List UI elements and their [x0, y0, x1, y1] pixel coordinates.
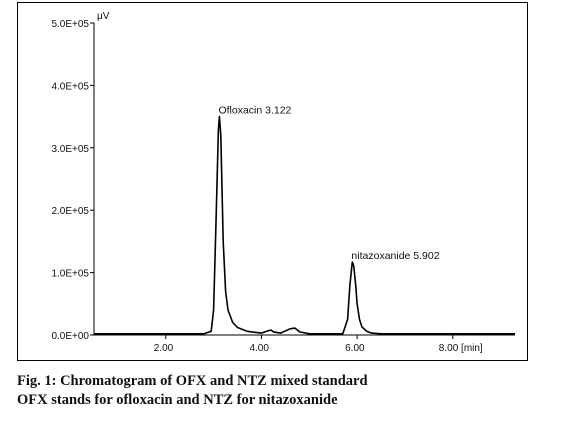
chromatogram-trace: [94, 115, 515, 335]
y-unit-label: μV: [97, 11, 110, 22]
peak-label: nitazoxanide 5.902: [351, 250, 439, 262]
y-tick-label: 2.0E+05: [51, 206, 89, 217]
chromatogram-chart: 0.0E+00 1.0E+05 2.0E+05 3.0E+05 4.0E+05 5.0E+…: [51, 11, 515, 354]
y-tick-label: 3.0E+05: [51, 144, 89, 155]
figure-frame: 0.0E+00 1.0E+05 2.0E+05 3.0E+05 4.0E+05 5.0E+…: [17, 2, 528, 361]
x-tick-label: 8.00 [min]: [439, 343, 483, 354]
y-tick-label: 1.0E+05: [51, 269, 89, 280]
x-tick-label: 6.00: [345, 343, 365, 354]
y-tick-label: 5.0E+05: [51, 19, 89, 30]
y-tick-label: 4.0E+05: [51, 81, 89, 92]
figure-caption-line-2: OFX stands for ofloxacin and NTZ for nit…: [17, 392, 338, 408]
y-tick-label: 0.0E+00: [51, 331, 89, 342]
figure-caption-line-1: Fig. 1: Chromatogram of OFX and NTZ mixe…: [17, 373, 368, 389]
x-tick-label: 2.00: [154, 343, 174, 354]
x-tick-label: 4.00: [249, 343, 269, 354]
peak-label: Ofloxacin 3.122: [218, 105, 291, 117]
